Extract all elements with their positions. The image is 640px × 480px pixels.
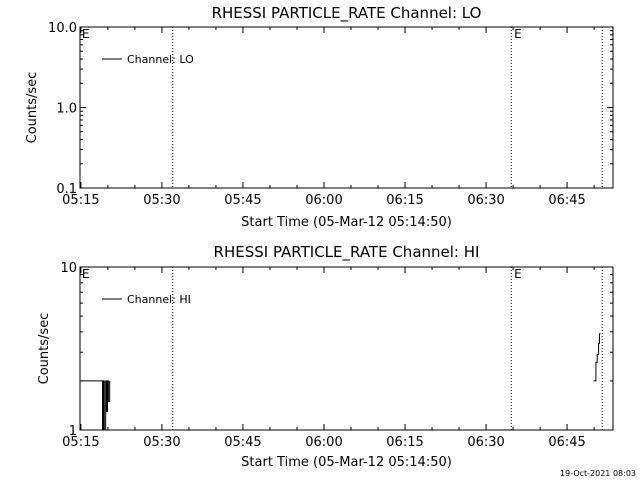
y-axis-label: Counts/sec xyxy=(37,313,52,385)
legend-label: Channel: LO xyxy=(127,53,194,66)
y-tick-label: 1 xyxy=(69,424,77,439)
chart-title: RHESSI PARTICLE_RATE Channel: LO xyxy=(212,4,482,23)
x-tick-label: 06:45 xyxy=(548,435,585,450)
plot-frame xyxy=(79,266,614,431)
x-axis-label: Start Time (05-Mar-12 05:14:50) xyxy=(241,215,452,230)
x-tick-label: 05:45 xyxy=(224,193,261,208)
y-axis-label: Counts/sec xyxy=(25,72,40,144)
event-marker-label: E xyxy=(514,267,522,281)
x-tick-label: 05:45 xyxy=(224,435,261,450)
x-axis-label: Start Time (05-Mar-12 05:14:50) xyxy=(241,455,452,470)
event-marker-label: E xyxy=(514,27,522,41)
x-tick-label: 05:15 xyxy=(62,193,99,208)
series-line xyxy=(80,380,111,431)
x-tick-label: 05:30 xyxy=(143,193,180,208)
x-tick-label: 06:15 xyxy=(386,435,423,450)
footer-timestamp: 19-Oct-2021 08:03 xyxy=(560,469,636,478)
chart-panel-1: RHESSI PARTICLE_RATE Channel: HI 05:15 05:… xyxy=(37,243,614,470)
y-tick-label: 10 xyxy=(60,261,77,276)
plot-frame xyxy=(79,26,614,189)
x-tick-label: 06:30 xyxy=(467,435,504,450)
x-tick-label: 06:00 xyxy=(305,435,342,450)
x-tick-label: 06:45 xyxy=(548,193,585,208)
x-tick-label: 05:15 xyxy=(62,435,99,450)
x-tick-label: 06:30 xyxy=(467,193,504,208)
y-tick-label: 10.0 xyxy=(48,21,77,36)
event-marker-label: E xyxy=(82,27,90,41)
y-tick-label: 0.1 xyxy=(56,182,77,197)
chart-panel-0: RHESSI PARTICLE_RATE Channel: LO 05:15 05:… xyxy=(25,4,614,230)
legend-label: Channel: HI xyxy=(127,293,191,306)
event-marker-label: E xyxy=(82,267,90,281)
y-tick-label: 1.0 xyxy=(56,102,77,117)
x-tick-label: 06:15 xyxy=(386,193,423,208)
chart-title: RHESSI PARTICLE_RATE Channel: HI xyxy=(214,243,480,262)
series-line xyxy=(593,333,601,382)
x-tick-label: 05:30 xyxy=(143,435,180,450)
x-tick-label: 06:00 xyxy=(305,193,342,208)
